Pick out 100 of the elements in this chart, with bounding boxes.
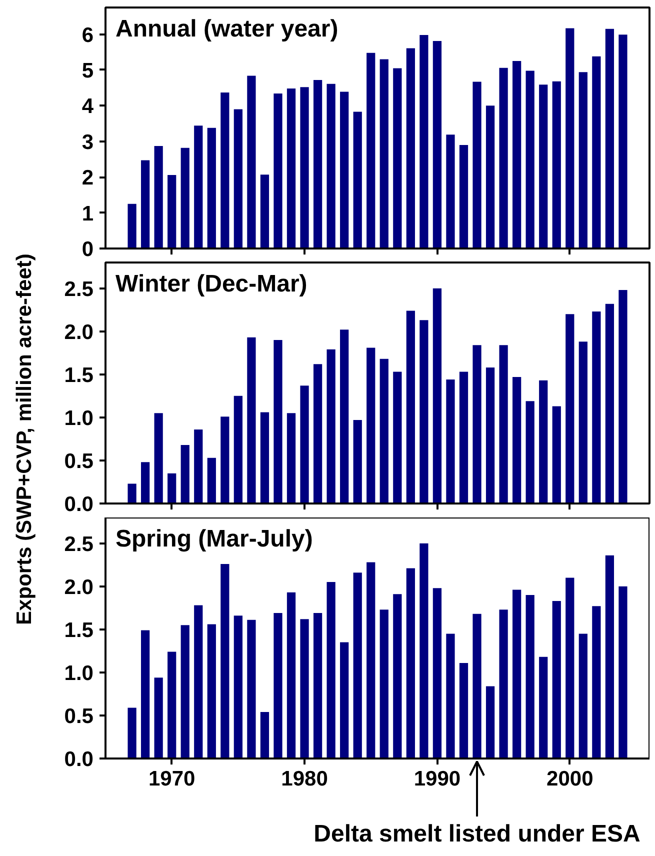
bar — [459, 144, 468, 248]
y-tick-label: 5 — [82, 59, 94, 82]
y-tick-label: 2.5 — [64, 278, 94, 301]
y-tick-label: 2.5 — [64, 532, 94, 556]
y-tick-label: 2 — [82, 166, 94, 190]
x-tick-label: 1970 — [148, 768, 196, 790]
bar — [393, 594, 402, 758]
bar — [154, 678, 163, 758]
bar — [353, 420, 362, 504]
bar — [194, 429, 203, 504]
y-tick-label: 0.5 — [64, 450, 94, 473]
bar — [512, 376, 522, 504]
x-tick-label: 1980 — [281, 768, 328, 790]
bar — [140, 462, 150, 504]
bar — [566, 314, 574, 504]
bar — [274, 613, 282, 758]
bar — [207, 128, 216, 248]
bar — [168, 652, 176, 758]
bar — [605, 304, 614, 504]
bar — [618, 290, 628, 504]
bar — [300, 619, 309, 758]
y-tick-label: 1 — [82, 202, 94, 226]
bar — [326, 84, 336, 248]
bar — [432, 588, 442, 758]
bar — [260, 412, 270, 504]
bar — [128, 484, 136, 504]
bar — [353, 572, 362, 758]
bar — [526, 594, 534, 758]
bar — [472, 614, 482, 758]
bar — [380, 358, 388, 504]
bar — [539, 656, 548, 758]
bar — [353, 112, 362, 248]
bar — [605, 555, 614, 758]
bar — [340, 330, 349, 504]
bar — [366, 348, 376, 504]
bar — [578, 634, 588, 758]
y-tick-label: 1.0 — [64, 662, 94, 685]
bar — [234, 616, 242, 758]
bar — [432, 41, 442, 248]
bar — [432, 288, 442, 504]
bar — [274, 340, 282, 504]
bar — [459, 372, 468, 504]
bar — [446, 634, 455, 758]
y-tick-label: 1.0 — [64, 406, 94, 430]
bar — [207, 458, 216, 504]
y-tick-label: 1.5 — [64, 364, 94, 387]
bar — [366, 562, 376, 758]
bar — [420, 34, 428, 248]
bar — [154, 146, 163, 248]
bar — [459, 662, 468, 758]
bar — [578, 72, 588, 248]
bar — [234, 396, 242, 504]
bar — [526, 70, 534, 248]
bar — [168, 473, 176, 504]
bar — [286, 88, 296, 248]
x-tick-label: 1990 — [414, 768, 461, 790]
bar — [340, 642, 349, 758]
bar — [274, 94, 282, 248]
bar — [194, 126, 203, 248]
y-tick-label: 0 — [82, 238, 94, 261]
bar — [592, 56, 601, 248]
bar — [472, 345, 482, 504]
bar — [220, 564, 230, 758]
bar — [618, 586, 628, 758]
bar — [393, 372, 402, 504]
bar — [260, 174, 270, 248]
chart-title: Annual (water year) — [116, 16, 338, 42]
bar — [566, 28, 574, 248]
x-tick-label: 2000 — [546, 768, 594, 790]
bar — [140, 630, 150, 758]
y-tick-label: 6 — [82, 24, 94, 47]
bar — [512, 590, 522, 758]
bar — [247, 337, 256, 504]
bar — [406, 568, 415, 758]
bar — [313, 613, 322, 758]
y-tick-label: 0.0 — [64, 748, 94, 771]
bar — [286, 413, 296, 504]
y-tick-label: 4 — [82, 95, 94, 118]
bar — [260, 712, 270, 758]
bar — [220, 416, 230, 504]
bar — [618, 34, 628, 248]
bar — [313, 80, 322, 248]
bar — [539, 84, 548, 248]
bar — [592, 606, 601, 758]
bar — [168, 174, 176, 248]
bar — [180, 148, 190, 248]
bar — [234, 109, 242, 248]
bar — [207, 624, 216, 758]
bar — [220, 92, 230, 248]
bar — [486, 106, 495, 248]
y-tick-label: 1.5 — [64, 618, 94, 642]
bar — [380, 610, 388, 758]
bar — [499, 345, 508, 504]
bar — [154, 413, 163, 504]
bar — [526, 401, 534, 504]
bar — [326, 349, 336, 504]
bar — [605, 28, 614, 248]
bar — [539, 380, 548, 504]
bar — [247, 620, 256, 758]
bar — [140, 160, 150, 248]
